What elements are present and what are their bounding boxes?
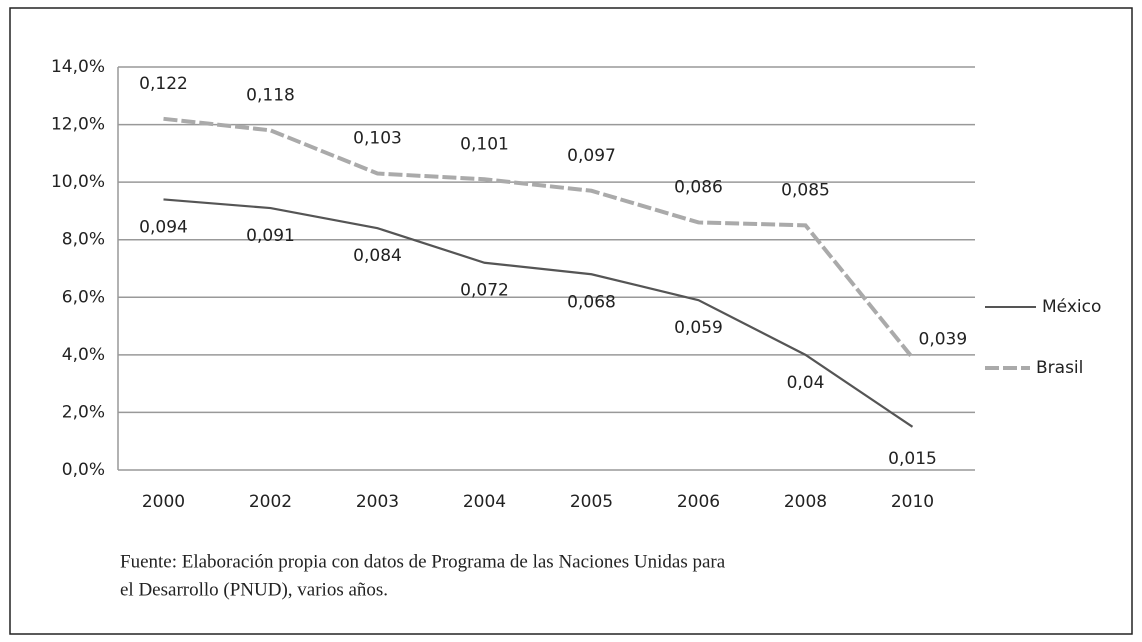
data-label: 0,094	[139, 217, 188, 237]
y-tick-label: 4,0%	[62, 345, 105, 365]
y-tick-label: 0,0%	[62, 460, 105, 480]
x-tick-label: 2006	[677, 492, 720, 512]
source-line: Fuente: Elaboración propia con datos de …	[120, 551, 726, 572]
x-tick-label: 2003	[356, 492, 399, 512]
y-tick-label: 10,0%	[51, 172, 105, 192]
data-label: 0,118	[246, 85, 295, 105]
x-tick-label: 2004	[463, 492, 506, 512]
x-tick-label: 2010	[891, 492, 934, 512]
series-line	[163, 116, 915, 359]
data-label: 0,097	[567, 146, 616, 166]
data-label: 0,04	[787, 373, 825, 393]
y-tick-label: 6,0%	[62, 287, 105, 307]
y-tick-label: 2,0%	[62, 402, 105, 422]
series-line	[163, 198, 914, 428]
x-tick-label: 2005	[570, 492, 613, 512]
data-label: 0,091	[246, 226, 295, 246]
x-tick-label: 2000	[142, 492, 185, 512]
data-label: 0,086	[674, 177, 723, 197]
data-label: 0,068	[567, 292, 616, 312]
data-label: 0,103	[353, 129, 402, 149]
data-label: 0,039	[919, 330, 968, 350]
frame	[9, 7, 1133, 635]
data-label: 0,015	[888, 449, 937, 469]
source-line: el Desarrollo (PNUD), varios años.	[120, 579, 388, 600]
data-label: 0,085	[781, 180, 830, 200]
y-tick-label: 12,0%	[51, 115, 105, 135]
data-label: 0,059	[674, 318, 723, 338]
data-label: 0,072	[460, 281, 509, 301]
x-tick-label: 2008	[784, 492, 827, 512]
y-tick-label: 14,0%	[51, 57, 105, 77]
legend-label: Brasil	[1036, 358, 1083, 378]
legend-label: México	[1042, 297, 1101, 317]
y-tick-label: 8,0%	[62, 230, 105, 250]
data-label: 0,101	[460, 134, 509, 154]
x-tick-label: 2002	[249, 492, 292, 512]
data-label: 0,084	[353, 246, 402, 266]
data-label: 0,122	[139, 74, 188, 94]
